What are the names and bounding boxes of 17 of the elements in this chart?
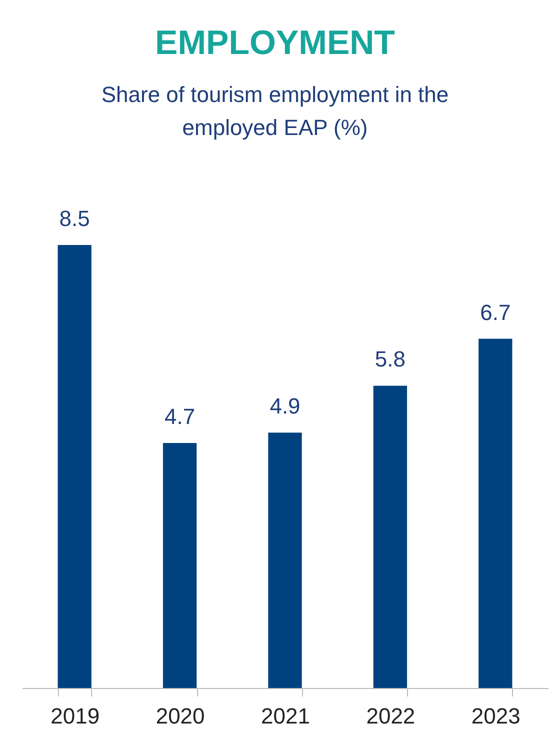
data-label: 8.5 xyxy=(59,206,90,231)
bar xyxy=(373,386,408,688)
chart-title: EMPLOYMENT xyxy=(154,24,396,63)
x-tick-label: 2021 xyxy=(261,704,310,728)
data-label: 5.8 xyxy=(374,346,406,372)
x-tick-label: 2020 xyxy=(156,704,205,728)
bar xyxy=(478,338,512,688)
chart-subtitle: Share of tourism employment in the employed EAP (%) xyxy=(100,81,450,142)
bar xyxy=(268,432,302,688)
x-tick-label: 2022 xyxy=(366,704,416,728)
bar xyxy=(58,245,92,688)
data-label: 4.9 xyxy=(270,394,300,419)
data-label: 6.7 xyxy=(480,300,511,325)
x-tick-label: 2023 xyxy=(471,704,520,728)
bar xyxy=(162,443,197,688)
x-tick-label: 2019 xyxy=(50,704,100,728)
data-label: 4.7 xyxy=(164,404,196,430)
